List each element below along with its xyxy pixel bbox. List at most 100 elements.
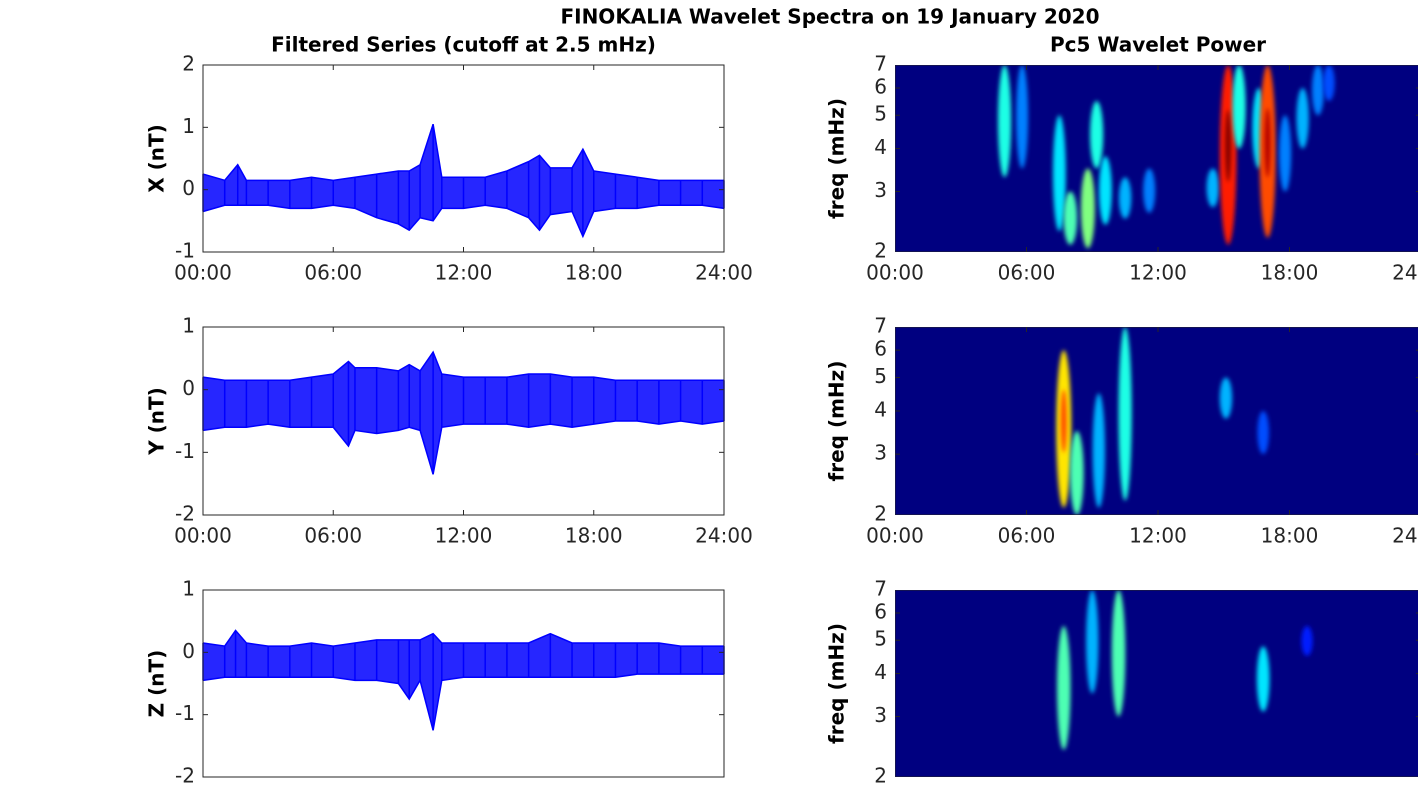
y-tick-label: 2 <box>874 764 887 788</box>
power-burst <box>1111 590 1126 717</box>
power-peak <box>1264 108 1271 178</box>
x-tick-label: 24:00 <box>1392 524 1418 548</box>
power-burst <box>1052 115 1066 232</box>
power-burst <box>1219 377 1233 419</box>
panel <box>895 327 1418 515</box>
y-tick-label: 7 <box>874 577 887 601</box>
y-tick-label: -1 <box>175 701 195 725</box>
x-tick-label: 00:00 <box>866 524 924 548</box>
y-tick-label: 7 <box>874 52 887 76</box>
power-burst <box>1279 115 1292 192</box>
x-tick-label: 24:00 <box>695 524 753 548</box>
power-burst <box>1232 65 1246 149</box>
x-tick-label: 06:00 <box>998 524 1056 548</box>
figure-title: FINOKALIA Wavelet Spectra on 19 January … <box>560 5 1099 29</box>
y-axis-label: X (nT) <box>145 124 169 193</box>
y-tick-label: 1 <box>182 314 195 338</box>
x-tick-label: 24:00 <box>1392 261 1418 285</box>
y-tick-label: 4 <box>874 397 887 421</box>
y-tick-label: 0 <box>182 176 195 200</box>
power-burst <box>1256 646 1270 712</box>
x-tick-label: 12:00 <box>435 524 493 548</box>
panel <box>895 65 1418 252</box>
power-burst <box>1143 168 1156 213</box>
panel-title: Pc5 Wavelet Power <box>1050 33 1266 57</box>
y-tick-label: 5 <box>874 364 887 388</box>
plot-frame <box>202 589 725 778</box>
power-burst <box>1086 590 1099 694</box>
panel <box>202 589 725 778</box>
x-tick-label: 12:00 <box>1129 524 1187 548</box>
y-tick-label: 4 <box>874 135 887 159</box>
x-tick-label: 12:00 <box>1129 261 1187 285</box>
x-tick-label: 00:00 <box>174 261 232 285</box>
upper-envelope <box>202 123 724 182</box>
y-tick-label: 5 <box>874 627 887 651</box>
x-tick-label: 00:00 <box>866 261 924 285</box>
plot-background <box>895 327 1418 515</box>
power-burst <box>1301 625 1313 656</box>
y-tick-label: 3 <box>874 703 887 727</box>
power-burst <box>1056 625 1071 750</box>
y-tick-label: 6 <box>874 337 887 361</box>
power-burst <box>1063 191 1078 245</box>
power-burst <box>1323 65 1335 101</box>
y-tick-label: 2 <box>874 239 887 263</box>
y-tick-label: 0 <box>182 376 195 400</box>
power-burst <box>1206 168 1219 208</box>
y-axis-label: Z (nT) <box>145 650 169 718</box>
plot-background <box>895 65 1418 252</box>
plot-background <box>895 590 1418 777</box>
panel-title: Filtered Series (cutoff at 2.5 mHz) <box>271 33 656 57</box>
y-tick-label: 4 <box>874 660 887 684</box>
y-tick-label: 0 <box>182 639 195 663</box>
x-tick-label: 06:00 <box>304 261 362 285</box>
x-tick-label: 00:00 <box>174 524 232 548</box>
power-burst <box>1016 65 1029 169</box>
power-burst <box>1257 410 1269 455</box>
power-burst <box>1080 168 1095 249</box>
x-tick-label: 18:00 <box>1261 261 1319 285</box>
y-tick-label: 5 <box>874 102 887 126</box>
y-tick-label: -1 <box>175 239 195 263</box>
upper-envelope <box>202 350 724 382</box>
y-axis-label: freq (mHz) <box>825 361 849 482</box>
power-burst <box>1118 327 1132 501</box>
power-burst <box>997 65 1012 178</box>
power-burst <box>1296 88 1309 149</box>
lower-envelope <box>202 204 725 239</box>
x-tick-label: 18:00 <box>565 524 623 548</box>
y-tick-label: 2 <box>874 502 887 526</box>
panel <box>202 326 725 516</box>
power-peak <box>1060 389 1067 453</box>
y-tick-label: 3 <box>874 441 887 465</box>
panel <box>202 64 725 253</box>
panel <box>895 590 1418 777</box>
y-tick-label: 2 <box>182 52 195 76</box>
power-burst <box>1070 431 1084 515</box>
y-tick-label: -1 <box>175 439 195 463</box>
y-axis-label: freq (mHz) <box>825 623 849 744</box>
y-tick-label: 6 <box>874 75 887 99</box>
x-tick-label: 24:00 <box>695 261 753 285</box>
upper-envelope <box>202 629 724 647</box>
y-axis-label: Y (nT) <box>145 387 169 456</box>
y-tick-label: -2 <box>175 502 195 526</box>
y-tick-label: -2 <box>175 764 195 788</box>
x-tick-label: 18:00 <box>1261 524 1319 548</box>
x-tick-label: 12:00 <box>435 261 493 285</box>
y-axis-label: freq (mHz) <box>825 98 849 219</box>
lower-envelope <box>202 673 724 731</box>
x-tick-label: 18:00 <box>565 261 623 285</box>
y-tick-label: 6 <box>874 600 887 624</box>
y-tick-label: 1 <box>182 114 195 138</box>
x-tick-label: 06:00 <box>304 524 362 548</box>
power-burst <box>1090 100 1104 169</box>
lower-envelope <box>202 420 725 475</box>
power-burst <box>1099 156 1112 225</box>
power-burst <box>1092 393 1106 508</box>
plot-frame <box>202 64 725 253</box>
power-burst <box>1311 65 1324 116</box>
y-tick-label: 3 <box>874 178 887 202</box>
